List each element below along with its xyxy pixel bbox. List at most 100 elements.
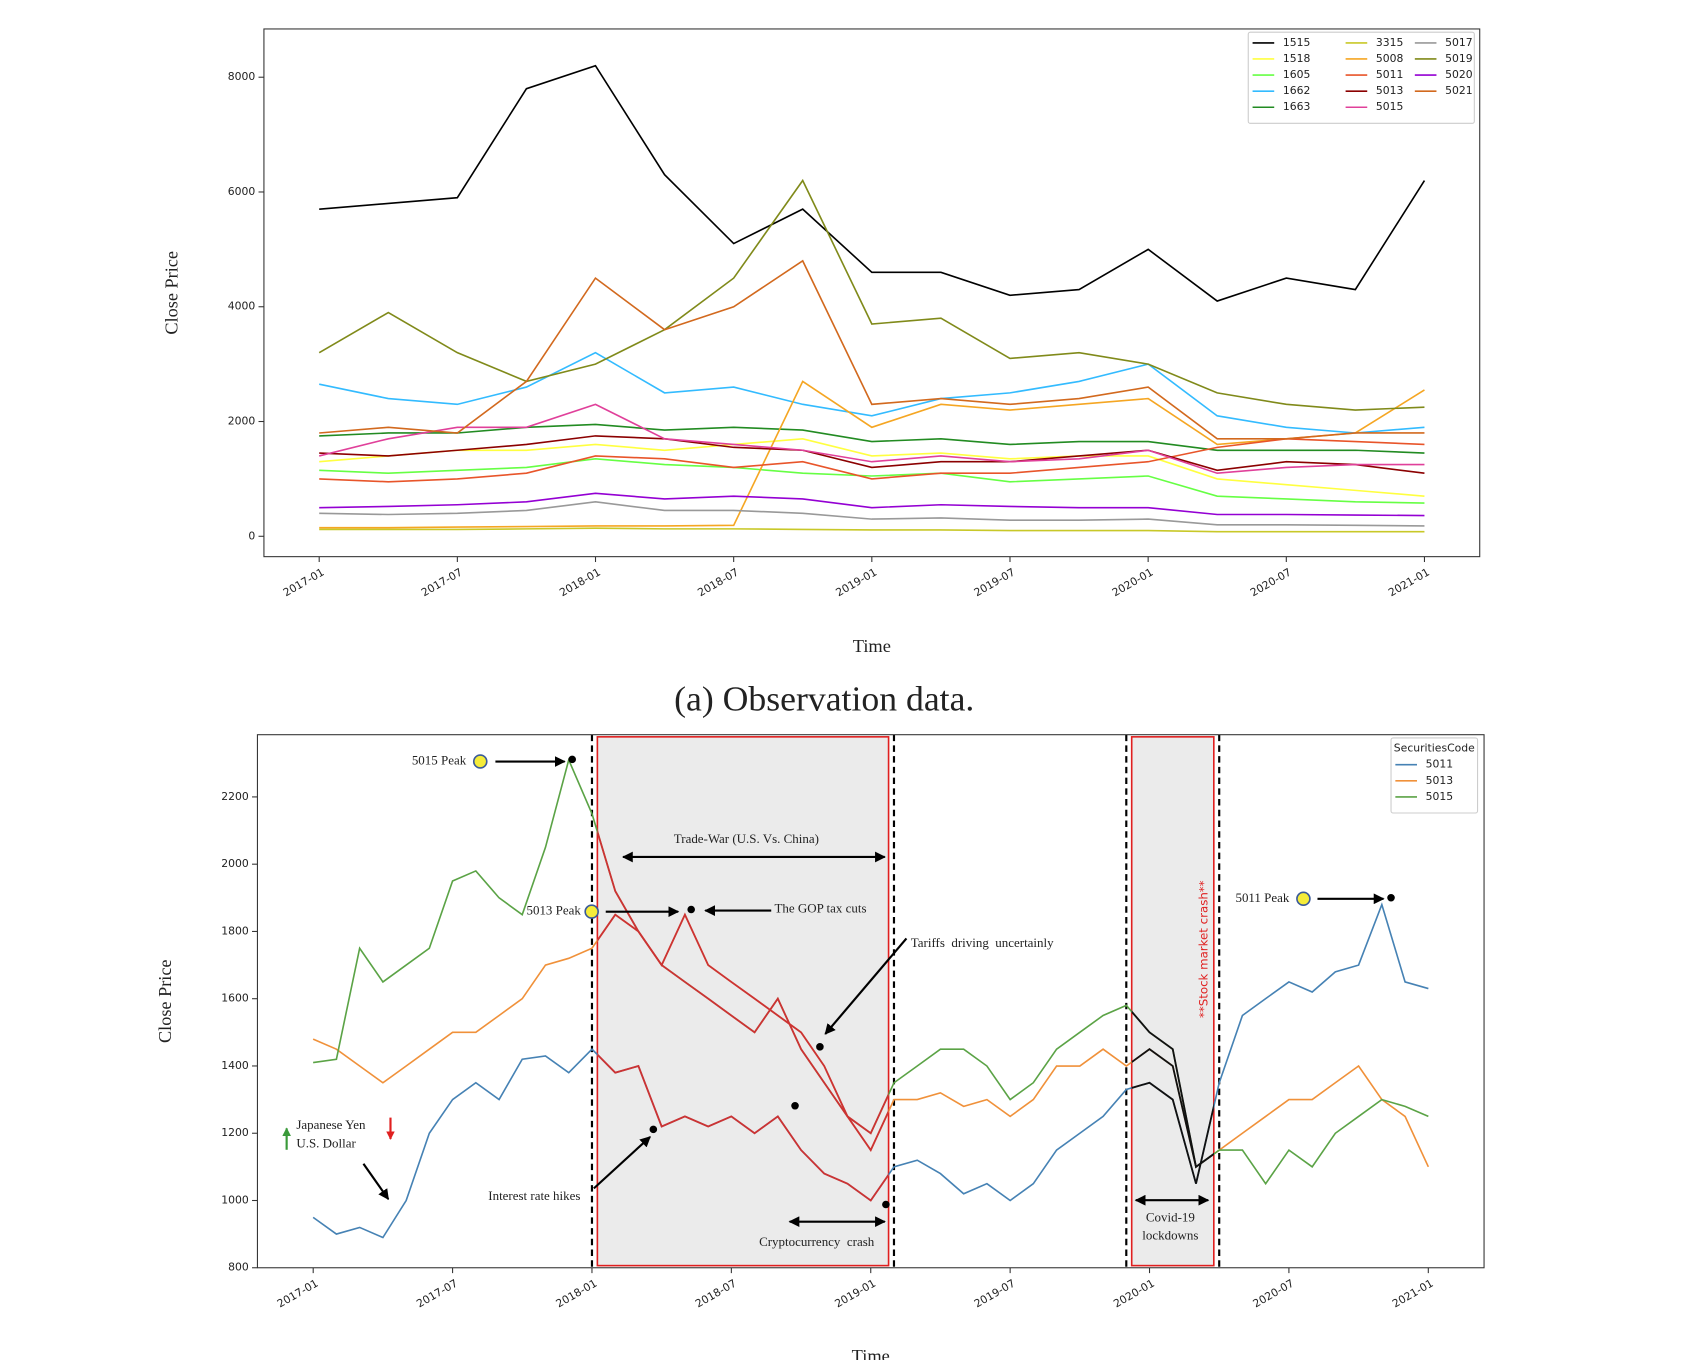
annotation: Interest rate hikes (488, 1188, 580, 1203)
point-dot (568, 755, 576, 764)
y-tick-label: 2000 (221, 857, 249, 870)
x-tick-label: 2020-01 (1110, 566, 1156, 600)
x-tick-label: 2021-01 (1390, 1277, 1436, 1311)
x-tick-label: 2017-01 (275, 1277, 321, 1311)
y-tick-label: 800 (228, 1261, 249, 1274)
chart-b: 800 1000 1200 1400 1600 1800 2000 2200 2017-01 20… (155, 734, 1485, 1360)
point-dot (816, 1043, 824, 1051)
legend-title: SecuritiesCode (1394, 742, 1475, 755)
legend-label: 5008 (1376, 52, 1404, 65)
point-dot (649, 1125, 658, 1134)
series-line (319, 259, 1425, 440)
x-axis-label: Time (852, 1346, 890, 1360)
legend-label: 1663 (1283, 100, 1311, 113)
annotation: 5011 Peak (1235, 890, 1289, 905)
annotation: **Stock market crash** (1196, 880, 1210, 1018)
caption: (a) Observation data. (674, 679, 974, 719)
x-tick-label: 2020-07 (1248, 566, 1294, 600)
x-tick-label: 2017-07 (419, 566, 465, 600)
x-tick-label: 2019-01 (832, 1277, 878, 1311)
point-dot (791, 1102, 799, 1110)
series-line (319, 492, 1425, 517)
annotation: Cryptocurrency crash (759, 1234, 875, 1249)
y-tick-label: 4000 (228, 300, 256, 313)
series-highlight (597, 1053, 889, 1202)
legend-label: 5015 (1376, 100, 1404, 113)
y-tick-label: 2200 (221, 790, 249, 803)
x-tick-label: 2017-07 (414, 1277, 460, 1311)
series-line (319, 437, 1425, 497)
annotation: Tariffs driving uncertainly (911, 935, 1054, 950)
y-axis-label: Close Price (161, 251, 181, 335)
x-tick-label: 2018-01 (554, 1277, 600, 1311)
legend-label: 5013 (1376, 84, 1404, 97)
series-highlight (597, 828, 889, 1135)
annotations: 5015 Peak Trade-War (U.S. Vs. China) 501… (282, 753, 1395, 1249)
arrow (824, 937, 908, 1035)
legend-label: 5017 (1445, 36, 1473, 49)
region-shade (596, 736, 890, 1267)
series-line (319, 380, 1425, 529)
legend-label: 5011 (1426, 758, 1454, 771)
legend-label: 5020 (1445, 68, 1473, 81)
legend-box (1247, 31, 1475, 124)
x-tick-label: 2021-01 (1386, 566, 1432, 600)
y-tick-label: 6000 (228, 185, 256, 198)
series-line (319, 351, 1425, 434)
series-line (319, 527, 1425, 533)
peak-icon (472, 754, 488, 769)
legend-box (1390, 737, 1479, 814)
x-tick-label: 2019-07 (972, 1277, 1018, 1311)
point-dot (882, 1200, 890, 1209)
series-line (319, 64, 1426, 302)
y-tick-label: 1800 (221, 924, 249, 937)
legend-label: 3315 (1376, 36, 1404, 49)
x-tick-label: 2020-01 (1111, 1277, 1157, 1311)
x-tick-label: 2018-07 (693, 1277, 739, 1311)
legend-label: 1662 (1283, 84, 1311, 97)
x-tick-label: 2019-01 (834, 566, 880, 600)
y-tick-label: 1000 (221, 1194, 249, 1207)
y-tick-label: 1400 (221, 1059, 249, 1072)
x-axis-label: Time (853, 636, 891, 656)
y-tick-label: 2000 (228, 415, 256, 428)
arrow (362, 1163, 390, 1200)
peak-icon (584, 904, 599, 919)
chart-a: 0 2000 4000 6000 8000 2017-01 2017-07 2018-01 20… (161, 28, 1481, 656)
region-shade (1130, 736, 1215, 1267)
annotation: The GOP tax cuts (774, 901, 866, 916)
legend-label: 1518 (1283, 52, 1311, 65)
legend-label: 1605 (1283, 68, 1311, 81)
legend-label: 1515 (1283, 36, 1311, 49)
x-tick-label: 2020-07 (1251, 1277, 1297, 1311)
legend-label: 5019 (1445, 52, 1473, 65)
point-dot (687, 905, 695, 914)
peak-icon (1296, 891, 1311, 907)
series-line (319, 423, 1425, 454)
y-tick-label: 1200 (221, 1126, 249, 1139)
legend-label: 5015 (1426, 790, 1454, 803)
series-line (319, 435, 1425, 475)
y-tick-label: 1600 (221, 992, 249, 1005)
annotation: Japanese Yen (296, 1117, 366, 1132)
legend-label: 5021 (1445, 84, 1473, 97)
series-line (319, 403, 1425, 475)
series-line (319, 458, 1425, 504)
y-axis-label: Close Price (155, 959, 175, 1043)
x-tick-label: 2019-07 (972, 566, 1018, 600)
annotation: 5015 Peak (412, 753, 467, 768)
y-tick-label: 0 (248, 529, 255, 542)
x-tick-label: 2017-01 (281, 566, 327, 600)
annotation: Covid-19 (1146, 1209, 1195, 1224)
arrow (593, 1136, 651, 1190)
annotation: 5013 Peak (526, 903, 581, 918)
x-tick-label: 2018-01 (557, 566, 603, 600)
series-highlight (597, 912, 889, 1152)
legend-label: 5011 (1376, 68, 1404, 81)
series-line (319, 437, 1425, 483)
legend-label: 5013 (1426, 774, 1454, 787)
series-line (319, 501, 1425, 527)
annotation: lockdowns (1142, 1228, 1198, 1243)
point-dot (1387, 893, 1395, 902)
